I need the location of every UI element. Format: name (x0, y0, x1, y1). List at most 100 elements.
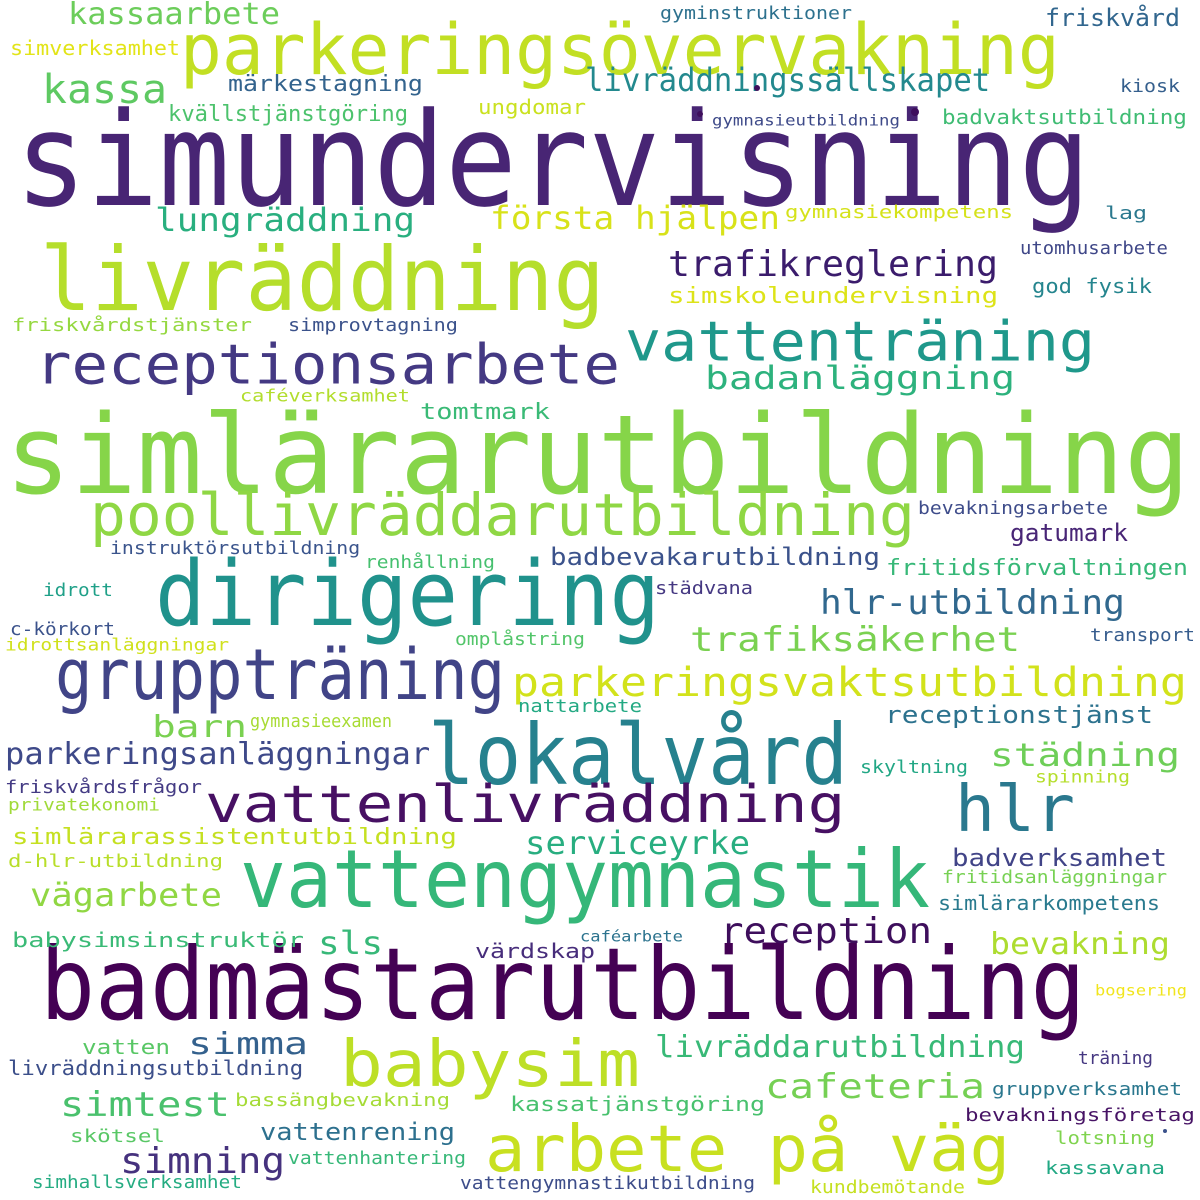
word-vattengymnastik: vattengymnastik (240, 833, 930, 926)
word-vattengymnastikutbildning: vattengymnastikutbildning (460, 1173, 756, 1194)
word-vagarbete: vägarbete (30, 876, 222, 914)
word-ungdomar: ungdomar (478, 95, 586, 119)
word-cafeteria: cafeteria (765, 1067, 985, 1107)
word-gymnasieexamen: gymnasieexamen (250, 711, 393, 732)
word-fritidsforvaltningen: fritidsförvaltningen (886, 556, 1188, 581)
word-kassaarbete: kassaarbete (68, 0, 280, 32)
word-dirigering: dirigering (155, 542, 661, 647)
word-badbevakarutbildning: badbevakarutbildning (550, 543, 881, 571)
word-friskvard: friskvård (1045, 4, 1180, 32)
decorative-dot (754, 85, 760, 91)
word-bevakningsarbete: bevakningsarbete (918, 498, 1109, 519)
word-vattentraning: vattenträning (625, 309, 1096, 374)
word-simning: simning (120, 1141, 286, 1182)
word-gymnasiekompetens: gymnasiekompetens (785, 202, 1014, 223)
word-reception: reception (720, 911, 933, 952)
word-badanlaggning: badanläggning (705, 359, 1016, 397)
word-badmastarutbildning: badmästarutbildning (40, 926, 1086, 1043)
word-vardskap: värdskap (475, 939, 596, 963)
word-fritidsanlaggningar: fritidsanläggningar (942, 867, 1168, 888)
word-traning: träning (1078, 1048, 1154, 1069)
word-simverksamhet: simverksamhet (10, 36, 181, 60)
word-parkeringsovervakning: parkeringsövervakning (180, 9, 1060, 91)
word-friskvardstjanster: friskvårdstjänster (12, 315, 252, 336)
word-d-hlr-utbildning: d-hlr-utbildning (8, 851, 224, 872)
decorative-dot (1163, 1129, 1167, 1133)
word-sls: sls (318, 924, 384, 962)
word-simhallsverksamhet: simhallsverksamhet (32, 1172, 242, 1193)
word-badvaktsutbildning: badvaktsutbildning (942, 105, 1187, 129)
word-lotsning: lotsning (1055, 1128, 1155, 1149)
word-skyltning: skyltning (860, 757, 968, 778)
word-kassavana: kassavana (1045, 1158, 1165, 1179)
word-bevakning: bevakning (990, 927, 1170, 962)
word-cafearbete: caféarbete (580, 927, 683, 946)
word-vattenlivraddning: vattenlivräddning (205, 775, 846, 835)
word-barn: barn (152, 710, 248, 745)
word-god-fysik: god fysik (1032, 274, 1152, 298)
word-privatekonomi: privatekonomi (8, 795, 160, 816)
word-grupptraning: gruppträning (55, 634, 506, 716)
word-simlararutbildning: simlärarutbildning (5, 391, 1190, 519)
word-badverksamhet: badverksamhet (952, 844, 1168, 872)
decorative-dot (697, 111, 703, 117)
word-utomhusarbete: utomhusarbete (1020, 238, 1168, 259)
word-arbete-pa-vag: arbete på väg (485, 1113, 1010, 1187)
word-livraddarutbildning: livräddarutbildning (655, 1030, 1025, 1065)
word-kassatjanstgoring: kassatjänstgöring (510, 1092, 766, 1116)
word-kundbemotande: kundbemötande (810, 1177, 965, 1198)
word-simtest: simtest (60, 1085, 230, 1125)
word-hlr: hlr (955, 773, 1075, 847)
word-stadning: städning (990, 736, 1181, 774)
word-receptionstjanst: receptionstjänst (885, 701, 1153, 729)
word-markestagning: märkestagning (228, 72, 423, 97)
word-simlararkompetens: simlärarkompetens (938, 891, 1160, 915)
word-gatumark: gatumark (1010, 519, 1129, 547)
word-lag: lag (1105, 203, 1148, 224)
word-vattenhantering: vattenhantering (288, 1148, 467, 1169)
word-serviceyrke: serviceyrke (525, 824, 751, 862)
word-gyminstruktioner: gyminstruktioner (660, 3, 852, 24)
word-friskvardsfragor: friskvårdsfrågor (5, 777, 202, 798)
word-livraddning: livräddning (40, 228, 605, 331)
word-lungraddning: lungräddning (155, 201, 416, 239)
word-babysimsinstruktor: babysimsinstruktör (12, 928, 304, 952)
word-cafeverksamhet: caféverksamhet (240, 386, 410, 407)
word-gruppverksamhet: gruppverksamhet (992, 1079, 1183, 1100)
word-renhallning: renhållning (365, 552, 495, 573)
word-gymnasieutbildning: gymnasieutbildning (712, 111, 900, 130)
word-simlararassistentutbildning: simlärarassistentutbildning (12, 825, 457, 850)
word-babysim: babysim (340, 1028, 640, 1102)
word-simprovtagning: simprovtagning (288, 315, 458, 336)
word-poollivraddarutbildning: poollivräddarutbildning (90, 481, 915, 549)
word-simskoleundervisning: simskoleundervisning (668, 284, 999, 309)
word-stadvana: städvana (655, 578, 753, 599)
word-skotsel: skötsel (70, 1126, 165, 1147)
word-vattenrening: vattenrening (260, 1118, 456, 1146)
word-livraddningssallskapet: livräddningssällskapet (585, 61, 991, 99)
word-lokalvard: lokalvård (428, 706, 849, 804)
word-transport: transport (1090, 625, 1195, 646)
word-kiosk: kiosk (1120, 76, 1180, 97)
word-trafiksakerhet: trafiksäkerhet (690, 620, 1021, 660)
word-hlr-utbildning: hlr-utbildning (820, 583, 1125, 623)
word-receptionsarbete: receptionsarbete (35, 332, 620, 397)
word-livraddningsutbildning: livräddningsutbildning (8, 1056, 304, 1080)
word-bogsering: bogsering (1095, 981, 1188, 1000)
word-parkeringsvaktsutbildning: parkeringsvaktsutbildning (512, 660, 1187, 706)
word-parkeringsanlaggningar: parkeringsanläggningar (5, 737, 431, 772)
decorative-dot (911, 108, 919, 116)
word-simma: simma (188, 1027, 309, 1062)
word-vatten: vatten (82, 1035, 171, 1059)
word-simundervisning: simundervisning (15, 84, 1091, 236)
word-idrott: idrott (43, 580, 113, 601)
word-forsta-hjalpen: första hjälpen (490, 199, 780, 237)
word-instruktorsutbildning: instruktörsutbildning (110, 538, 361, 559)
word-nattarbete: nattarbete (518, 696, 642, 717)
word-c-korkort: c-körkort (10, 619, 115, 640)
word-tomtmark: tomtmark (420, 400, 551, 425)
word-trafikreglering: trafikreglering (668, 244, 998, 285)
word-bevakningsforetag: bevakningsföretag (965, 1105, 1195, 1126)
word-idrottsanlaggningar: idrottsanläggningar (5, 635, 230, 656)
